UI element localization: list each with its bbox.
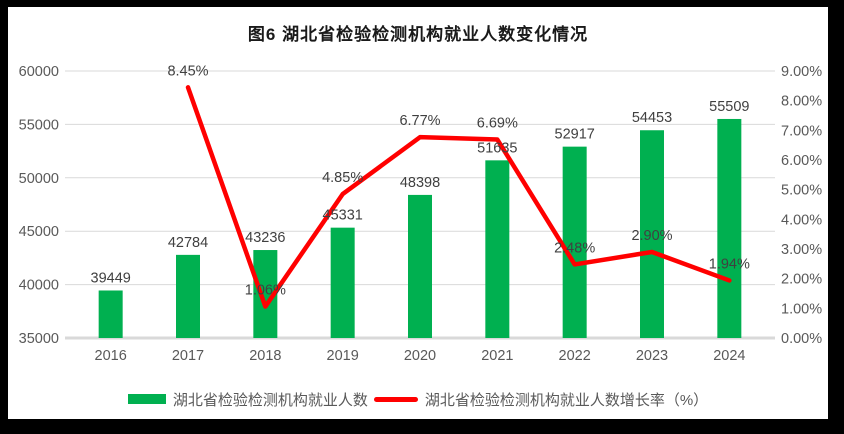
bar[interactable]: [253, 250, 278, 338]
x-axis-label: 2022: [559, 348, 591, 364]
right-axis-tick-label: 9.00%: [781, 64, 822, 80]
bar-value-label: 52917: [555, 127, 595, 143]
right-axis-tick-label: 1.00%: [781, 301, 822, 317]
line-value-label: 1.06%: [245, 283, 286, 299]
line-value-label: 8.45%: [167, 63, 208, 79]
right-axis-tick-label: 3.00%: [781, 242, 822, 258]
bar[interactable]: [562, 146, 587, 338]
left-axis-tick-label: 60000: [19, 64, 59, 80]
right-axis-tick-label: 8.00%: [781, 94, 822, 110]
right-axis-tick-label: 6.00%: [781, 153, 822, 169]
bar[interactable]: [330, 227, 355, 338]
line-value-label: 1.94%: [709, 256, 750, 272]
bar-value-label: 43236: [245, 230, 285, 246]
x-axis-label: 2019: [327, 348, 359, 364]
x-axis-label: 2017: [172, 348, 204, 364]
legend-item-growth-rate[interactable]: 湖北省检验检测机构就业人数增长率（%）: [373, 389, 709, 410]
x-axis-label: 2020: [404, 348, 436, 364]
legend-item-employment[interactable]: 湖北省检验检测机构就业人数: [127, 389, 368, 410]
legend-bar-label: 湖北省检验检测机构就业人数: [172, 391, 368, 409]
left-axis-tick-label: 50000: [19, 171, 59, 187]
line-value-label: 2.48%: [554, 240, 595, 256]
bar-value-label: 45331: [323, 208, 363, 224]
legend-line-swatch: [373, 396, 418, 402]
right-axis-tick-label: 5.00%: [781, 183, 822, 199]
bar-value-label: 54453: [632, 110, 672, 126]
x-axis-label: 2016: [95, 348, 127, 364]
right-axis-tick-label: 4.00%: [781, 212, 822, 228]
bar-value-label: 55509: [709, 99, 749, 115]
line-value-label: 2.90%: [631, 228, 672, 244]
bar-value-label: 51635: [477, 140, 517, 156]
left-axis-tick-label: 35000: [19, 331, 59, 347]
right-axis-tick-label: 7.00%: [781, 123, 822, 139]
bar[interactable]: [98, 290, 123, 338]
growth-rate-line[interactable]: [185, 85, 732, 309]
bar[interactable]: [408, 194, 432, 338]
chart-title: 图6 湖北省检验检测机构就业人数变化情况: [247, 25, 589, 44]
x-axis-label: 2023: [636, 348, 668, 364]
left-axis-tick-label: 45000: [19, 224, 59, 240]
bar-value-label: 42784: [168, 235, 208, 251]
left-axis-tick-label: 40000: [19, 278, 59, 294]
legend: 湖北省检验检测机构就业人数 湖北省检验检测机构就业人数增长率（%）: [8, 389, 828, 409]
line-value-label: 4.85%: [322, 170, 363, 186]
bar[interactable]: [717, 118, 742, 338]
x-axis-label: 2018: [249, 348, 281, 364]
bar-value-label: 48398: [400, 175, 440, 191]
line-value-label: 6.69%: [477, 116, 518, 132]
right-axis-tick-label: 2.00%: [781, 272, 822, 288]
bar[interactable]: [485, 160, 510, 338]
x-axis-label: 2021: [481, 348, 513, 364]
chart-plot: 35000 40000 45000 50000 55000 60000 0.00% 1.00%…: [19, 63, 823, 364]
legend-line-label: 湖北省检验检测机构就业人数增长率（%）: [424, 391, 709, 409]
line-value-label: 6.77%: [399, 113, 440, 129]
right-axis-tick-label: 0.00%: [781, 331, 822, 347]
chart-surface: 35000 40000 45000 50000 55000 60000 0.00% 1.00%…: [8, 7, 828, 419]
x-axis-label: 2024: [713, 348, 745, 364]
left-axis-tick-label: 55000: [19, 117, 59, 133]
bar[interactable]: [176, 254, 200, 338]
bar-value-label: 39449: [91, 270, 131, 286]
legend-bar-swatch: [127, 394, 166, 404]
bar[interactable]: [640, 130, 664, 338]
